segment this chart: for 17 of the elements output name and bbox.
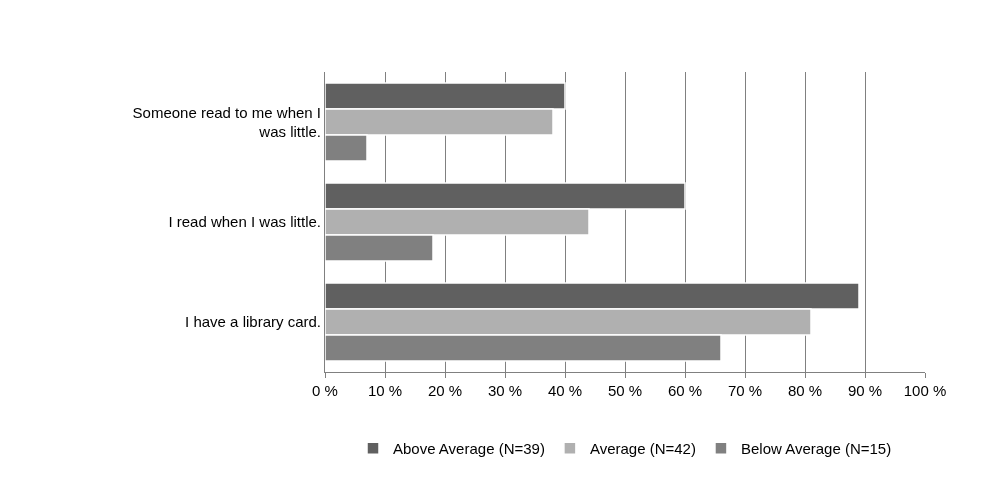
x-tick-label: 30 % xyxy=(487,382,523,399)
x-tick-label: 80 % xyxy=(787,382,823,399)
x-tick-label: 20 % xyxy=(427,382,463,399)
y-tick-label: Someone read to me when I was little. xyxy=(132,103,321,140)
y-tick-label: I read when I was little. xyxy=(168,213,321,231)
x-tick-label: 50 % xyxy=(607,382,643,399)
x-tick-label: 100 % xyxy=(903,382,947,399)
x-tick-label: 60 % xyxy=(667,382,703,399)
legend-label: Average (N=42) xyxy=(589,440,696,458)
y-tick-label: I have a library card. xyxy=(185,313,321,331)
legend-label: Above Average (N=39) xyxy=(393,440,545,458)
x-tick-label: 40 % xyxy=(547,382,583,399)
x-tick-label: 10 % xyxy=(367,382,403,399)
x-tick-label: 70 % xyxy=(727,382,763,399)
x-tick-label: 90 % xyxy=(847,382,883,399)
x-tick-label: 0 % xyxy=(312,382,338,399)
legend-label: Below Average (N=15) xyxy=(740,440,892,458)
